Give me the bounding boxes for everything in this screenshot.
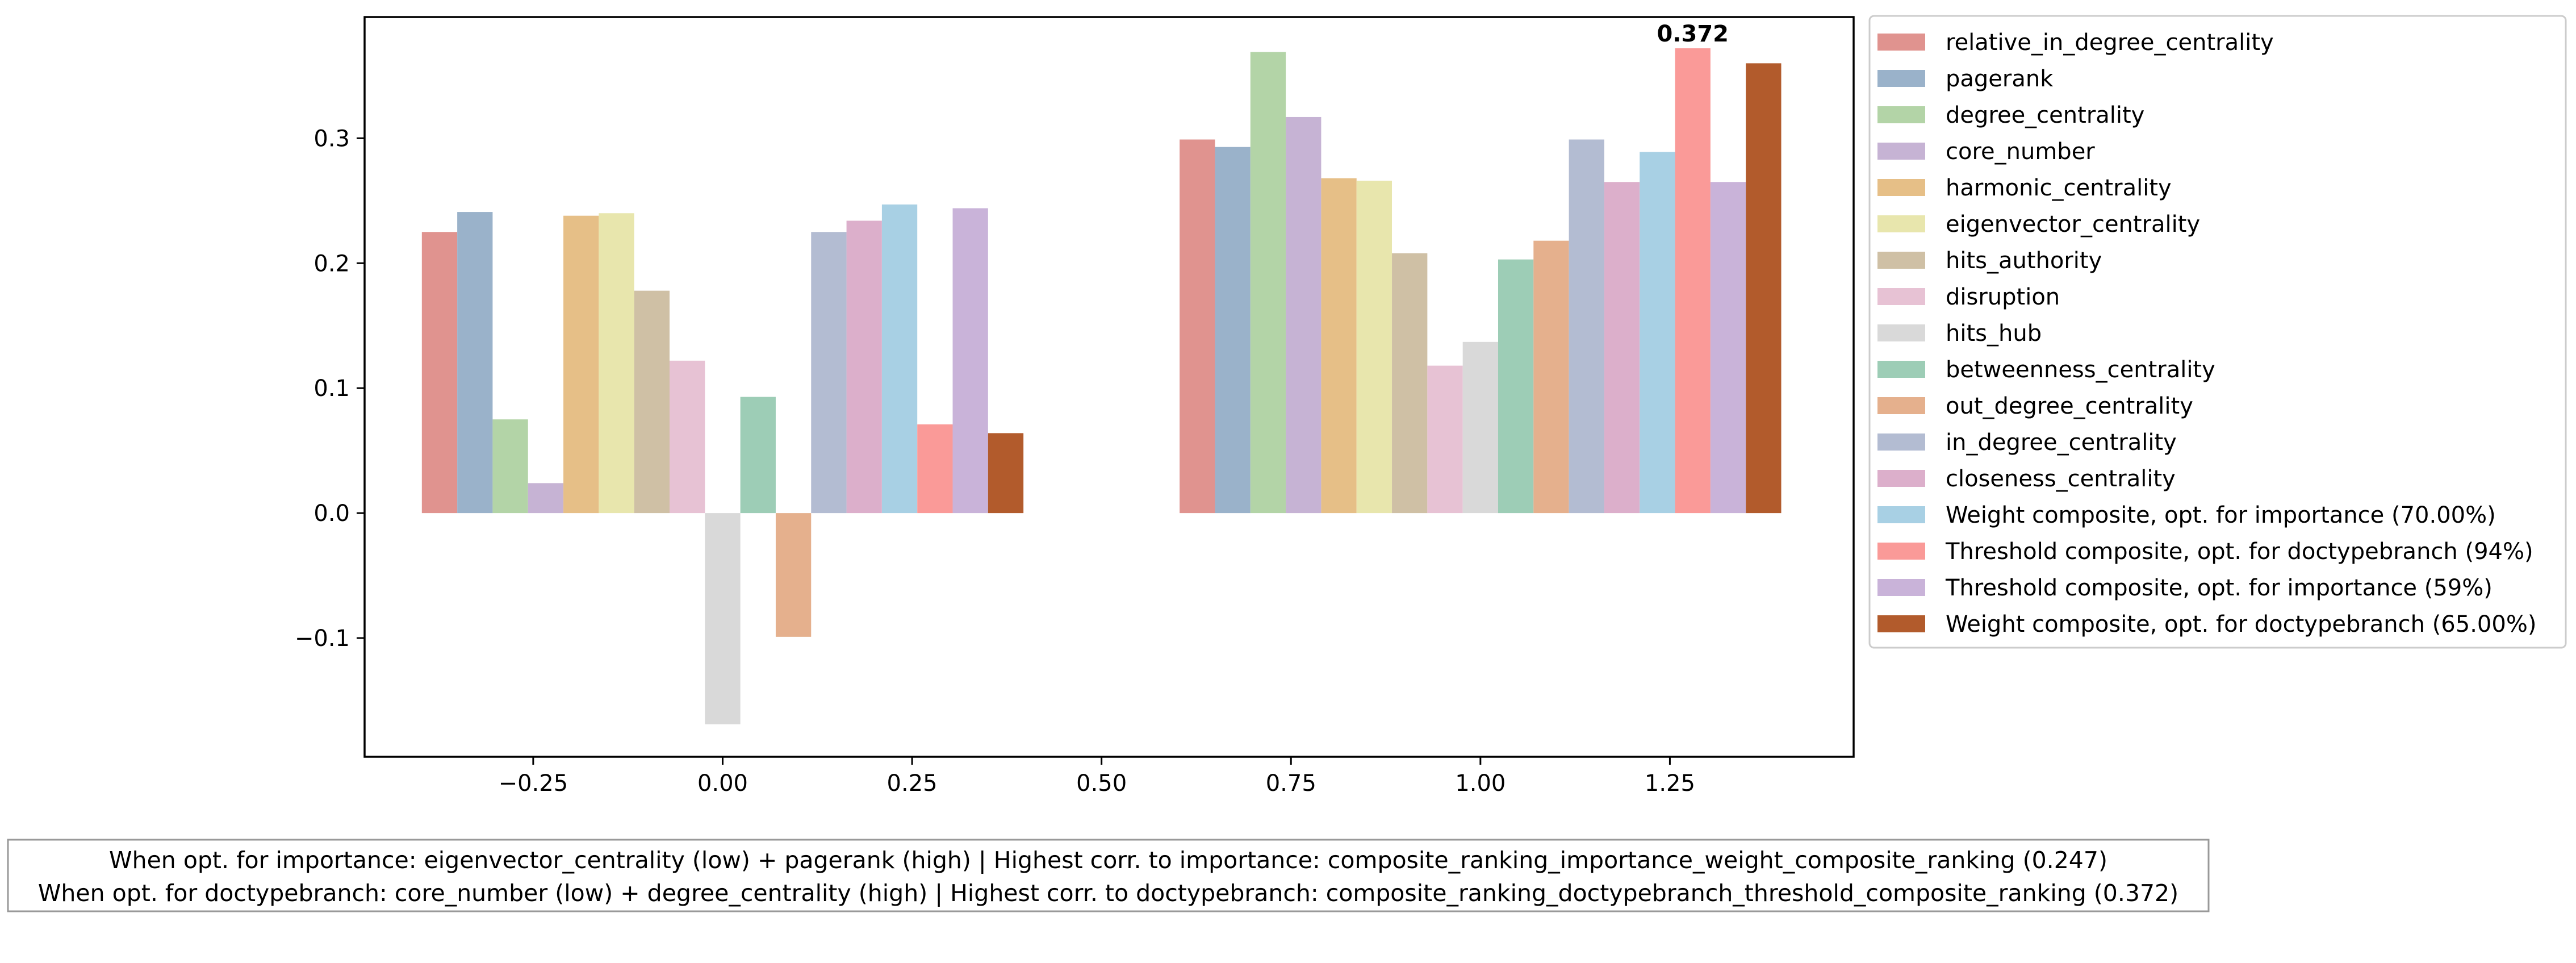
bar [740, 397, 776, 514]
legend-label: disruption [1946, 284, 2060, 310]
bar [421, 232, 458, 514]
legend-swatch [1877, 579, 1925, 596]
bar [1286, 116, 1322, 514]
x-tick-label: 1.25 [1645, 770, 1695, 797]
y-tick-label: 0.0 [313, 501, 350, 527]
y-tick-label: 0.2 [313, 251, 350, 277]
bar [952, 208, 988, 514]
bar [881, 204, 918, 514]
legend-swatch [1877, 324, 1925, 341]
legend-label: Weight composite, opt. for doctypebranch… [1946, 611, 2536, 637]
bar [1569, 139, 1604, 514]
bar [634, 290, 670, 514]
legend-swatch [1877, 252, 1925, 269]
footnote-line: When opt. for importance: eigenvector_ce… [109, 847, 2107, 874]
legend-swatch [1877, 543, 1925, 560]
footnote-box [7, 839, 2210, 912]
legend-label: hits_hub [1946, 320, 2042, 347]
legend-label: out_degree_centrality [1946, 393, 2193, 419]
legend-swatch [1877, 506, 1925, 523]
legend-label: degree_centrality [1946, 102, 2144, 128]
bar [1498, 259, 1534, 514]
legend-swatch [1877, 361, 1925, 378]
bar [563, 215, 599, 514]
legend-label: betweenness_centrality [1946, 357, 2215, 383]
bar [492, 419, 528, 514]
footnote-line: When opt. for doctypebranch: core_number… [38, 879, 2178, 907]
legend-label: eigenvector_centrality [1946, 211, 2200, 237]
legend-swatch [1877, 433, 1925, 451]
legend-swatch [1877, 70, 1925, 87]
legend-swatch [1877, 615, 1925, 632]
plot-frame [363, 16, 1855, 758]
bar [528, 483, 564, 514]
legend-label: closeness_centrality [1946, 466, 2176, 492]
bar [1746, 63, 1782, 514]
bar [988, 433, 1024, 514]
bar-value-label: 0.372 [1657, 21, 1729, 47]
y-tick-label: 0.1 [313, 376, 350, 402]
bar [811, 232, 847, 514]
bar [917, 424, 953, 514]
legend-swatch [1877, 215, 1925, 232]
bar [1462, 341, 1498, 514]
x-tick-label: 1.00 [1455, 770, 1506, 797]
bar [705, 513, 741, 724]
legend-label: core_number [1946, 139, 2095, 165]
bar [1356, 181, 1392, 514]
bar [1604, 182, 1640, 514]
legend-swatch [1877, 106, 1925, 123]
bar [1427, 365, 1463, 514]
legend-label: in_degree_centrality [1946, 430, 2177, 456]
bar [846, 220, 882, 514]
bar [775, 513, 812, 637]
bars-layer [421, 48, 1782, 724]
y-tick-label: 0.3 [313, 126, 350, 152]
legend-swatch [1877, 397, 1925, 414]
bar [1215, 147, 1251, 514]
y-tick-label: −0.1 [295, 626, 350, 652]
legend-label: pagerank [1946, 66, 2054, 92]
legend-label: Threshold composite, opt. for importance… [1945, 575, 2493, 601]
bar [1640, 152, 1675, 514]
x-tick-label: 0.50 [1076, 770, 1127, 797]
legend: relative_in_degree_centrality pagerank deg… [1868, 15, 2567, 649]
bar [670, 360, 705, 514]
x-tick-label: 0.00 [697, 770, 748, 797]
x-tick-label: 0.75 [1266, 770, 1316, 797]
legend-label: Threshold composite, opt. for doctypebra… [1945, 539, 2533, 565]
legend-swatch [1877, 179, 1925, 196]
footnote: When opt. for importance: eigenvector_ce… [7, 839, 2210, 912]
bar [1321, 178, 1357, 514]
bar [599, 213, 634, 514]
legend-swatch [1877, 470, 1925, 487]
bar [1710, 182, 1746, 514]
legend-swatch [1877, 34, 1925, 51]
legend-swatch [1877, 288, 1925, 305]
legend-label: harmonic_centrality [1946, 175, 2172, 201]
legend-box [1868, 15, 2567, 649]
legend-label: Weight composite, opt. for importance (7… [1946, 502, 2496, 528]
bar [1392, 253, 1428, 514]
bar [1250, 52, 1286, 514]
annotations-layer: 0.372 [1657, 21, 1729, 47]
bar [1180, 139, 1215, 514]
bar [1675, 48, 1711, 514]
bar [457, 212, 493, 514]
x-tick-label: 0.25 [887, 770, 938, 797]
legend-label: relative_in_degree_centrality [1946, 30, 2274, 56]
legend-swatch [1877, 143, 1925, 160]
bar [1533, 240, 1569, 514]
x-axis: −0.25 0.00 0.25 0.50 0.75 1.00 1.25 [499, 757, 1695, 797]
y-axis: −0.1 0.0 0.1 0.2 0.3 [295, 126, 365, 652]
x-tick-label: −0.25 [499, 770, 568, 797]
legend-label: hits_authority [1946, 248, 2102, 274]
